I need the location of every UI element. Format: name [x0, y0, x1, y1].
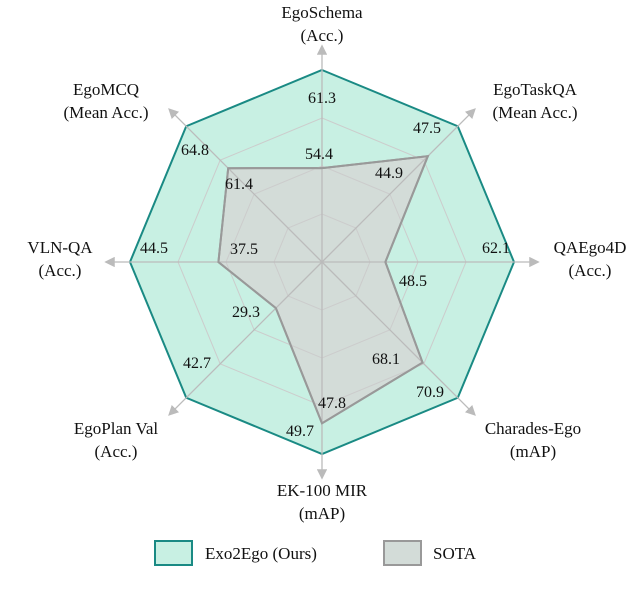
axis-label-unit: (Acc.) — [301, 26, 344, 45]
axis-line — [168, 108, 323, 263]
value-label-sota: 61.4 — [225, 176, 253, 193]
axis-label-name: EgoMCQ — [73, 80, 139, 99]
sota-outline — [217, 154, 430, 425]
value-label-ours: 49.7 — [286, 423, 314, 440]
axis-label-unit: (Acc.) — [39, 261, 82, 280]
value-label-ours: 62.1 — [482, 240, 510, 257]
value-label-ours: 64.8 — [181, 142, 209, 159]
axis-label-name: EgoPlan Val — [74, 419, 158, 438]
axis-label-name: Charades-Ego — [485, 419, 581, 438]
legend-label: Exo2Ego (Ours) — [205, 544, 317, 563]
value-label-sota: 54.4 — [305, 146, 333, 163]
legend-swatch — [154, 540, 193, 566]
legend-swatch — [383, 540, 422, 566]
axis-label-name: VLN-QA — [27, 238, 93, 257]
axis-label-unit: (Mean Acc.) — [493, 103, 578, 122]
value-label-sota: 68.1 — [372, 351, 400, 368]
axis-label-unit: (mAP) — [510, 442, 556, 461]
value-label-sota: 44.9 — [375, 165, 403, 182]
value-label-ours: 42.7 — [183, 355, 211, 372]
value-label-ours: 47.5 — [413, 120, 441, 137]
axis-label-unit: (Mean Acc.) — [64, 103, 149, 122]
legend-label: SOTA — [433, 544, 477, 563]
axis-label-unit: (mAP) — [299, 504, 345, 523]
value-label-sota: 48.5 — [399, 273, 427, 290]
axis-label-name: EgoSchema — [281, 3, 363, 22]
value-label-sota: 37.5 — [230, 241, 258, 258]
axis-line — [321, 108, 476, 263]
axis-label-name: QAEgo4D — [554, 238, 627, 257]
axis-label-unit: (Acc.) — [569, 261, 612, 280]
axis-line — [168, 261, 323, 416]
axis-label-name: EK-100 MIR — [277, 481, 368, 500]
axis-label-name: EgoTaskQA — [493, 80, 578, 99]
value-label-ours: 61.3 — [308, 90, 336, 107]
value-label-sota: 47.8 — [318, 395, 346, 412]
value-label-sota: 29.3 — [232, 304, 260, 321]
value-label-ours: 70.9 — [416, 384, 444, 401]
axis-label-unit: (Acc.) — [95, 442, 138, 461]
axis-line — [321, 261, 476, 416]
value-label-ours: 44.5 — [140, 240, 168, 257]
